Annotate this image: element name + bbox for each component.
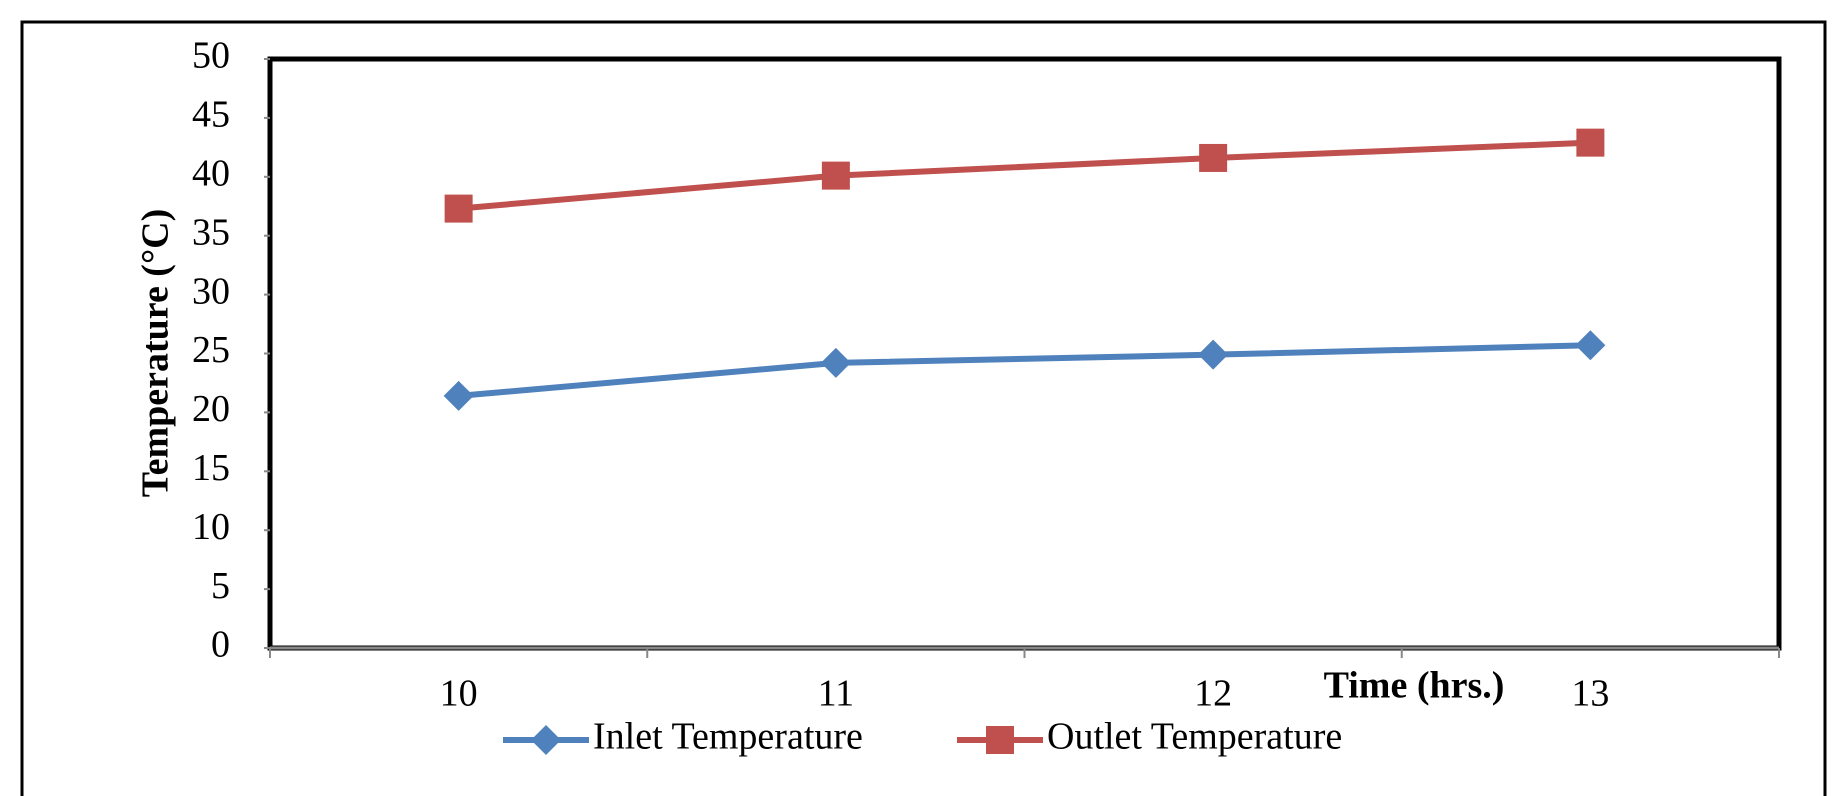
data-point <box>1199 143 1228 172</box>
x-tick-label: 12 <box>1194 673 1232 715</box>
y-tick-label: 5 <box>211 565 230 607</box>
y-tick-label: 50 <box>192 35 230 77</box>
y-tick-label: 0 <box>211 624 230 666</box>
outer-border <box>20 20 1827 796</box>
data-point <box>444 194 473 223</box>
data-point <box>1198 339 1229 370</box>
legend-marker <box>531 725 561 755</box>
legend-label: Outlet Temperature <box>1047 716 1342 758</box>
series-line <box>458 139 1591 212</box>
y-tick-label: 35 <box>192 211 230 253</box>
data-point <box>821 161 850 190</box>
data-point <box>820 347 851 378</box>
y-tick-label: 30 <box>192 270 230 312</box>
y-tick-label: 15 <box>192 447 230 489</box>
legend-label: Inlet Temperature <box>593 716 863 758</box>
x-tick-label: 11 <box>818 673 855 715</box>
x-axis-title: Time (hrs.) <box>1324 665 1505 707</box>
data-point <box>443 380 474 411</box>
y-tick-label: 25 <box>192 329 230 371</box>
x-tick-label: 13 <box>1571 673 1609 715</box>
y-tick-label: 10 <box>192 506 230 548</box>
y-tick-label: 20 <box>192 388 230 430</box>
y-tick-label: 40 <box>192 153 230 195</box>
data-point <box>1576 128 1605 157</box>
y-axis-title: Temperature (°C) <box>135 209 177 498</box>
series-line <box>458 342 1591 399</box>
x-tick-label: 10 <box>440 673 478 715</box>
plot-frame <box>267 56 1782 651</box>
data-point <box>1575 330 1606 361</box>
y-tick-label: 45 <box>192 94 230 136</box>
legend-marker <box>986 726 1014 754</box>
